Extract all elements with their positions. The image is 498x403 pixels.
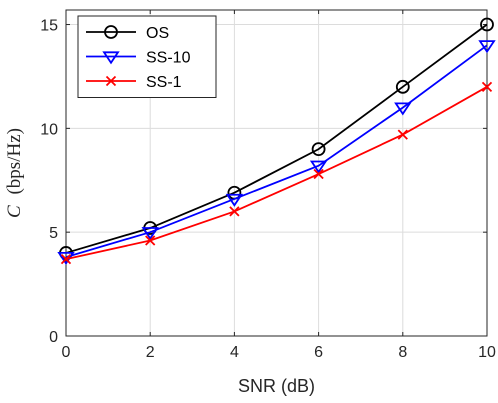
y-axis-label: C (bps/Hz)	[4, 128, 25, 218]
legend: OS SS-10 SS-1	[77, 15, 217, 98]
legend-item: SS-1	[86, 74, 182, 91]
series-layer	[57, 17, 496, 266]
data-point	[141, 227, 159, 241]
legend-label: SS-1	[146, 74, 182, 91]
plot-area	[65, 9, 488, 337]
data-point	[481, 81, 493, 92]
legend-swatch-marker	[105, 75, 117, 87]
legend-swatch-marker	[104, 25, 118, 39]
legend-item: OS	[86, 25, 169, 42]
y-tick-label: 0	[49, 329, 58, 346]
x-tick-label: 8	[398, 344, 407, 361]
x-tick-label: 4	[230, 344, 239, 361]
data-point	[480, 17, 494, 32]
legend-label: OS	[146, 25, 169, 42]
x-tick-label: 6	[314, 344, 323, 361]
data-point	[397, 129, 408, 140]
x-tick-label: 10	[478, 344, 496, 361]
y-tick-label: 5	[49, 225, 58, 242]
data-point	[313, 168, 324, 180]
series-line	[65, 44, 488, 258]
data-point	[60, 254, 72, 265]
data-point	[395, 79, 410, 94]
axis-ticks: 0 2 4 6 8 10 0 5 10 15	[40, 10, 496, 361]
data-point	[478, 40, 496, 54]
legend-swatch-marker	[102, 51, 120, 65]
x-tick-label: 0	[62, 344, 71, 361]
legend-label: SS-10	[146, 50, 191, 67]
data-point	[311, 142, 326, 157]
data-point	[394, 102, 412, 116]
x-axis-label: SNR (dB)	[238, 376, 315, 396]
y-axis-label-unit: (bps/Hz)	[4, 128, 25, 194]
series-ss-1	[60, 81, 493, 265]
y-tick-label: 15	[40, 18, 58, 35]
data-point	[309, 160, 328, 174]
series-line	[65, 86, 488, 261]
data-point	[145, 235, 156, 246]
x-tick-label: 2	[146, 344, 155, 361]
legend-item: SS-10	[86, 50, 191, 67]
data-point	[229, 206, 240, 217]
y-axis-label-symbol: C	[4, 205, 25, 218]
y-tick-label: 10	[40, 121, 58, 138]
data-point	[225, 193, 244, 207]
series-line	[65, 23, 488, 254]
